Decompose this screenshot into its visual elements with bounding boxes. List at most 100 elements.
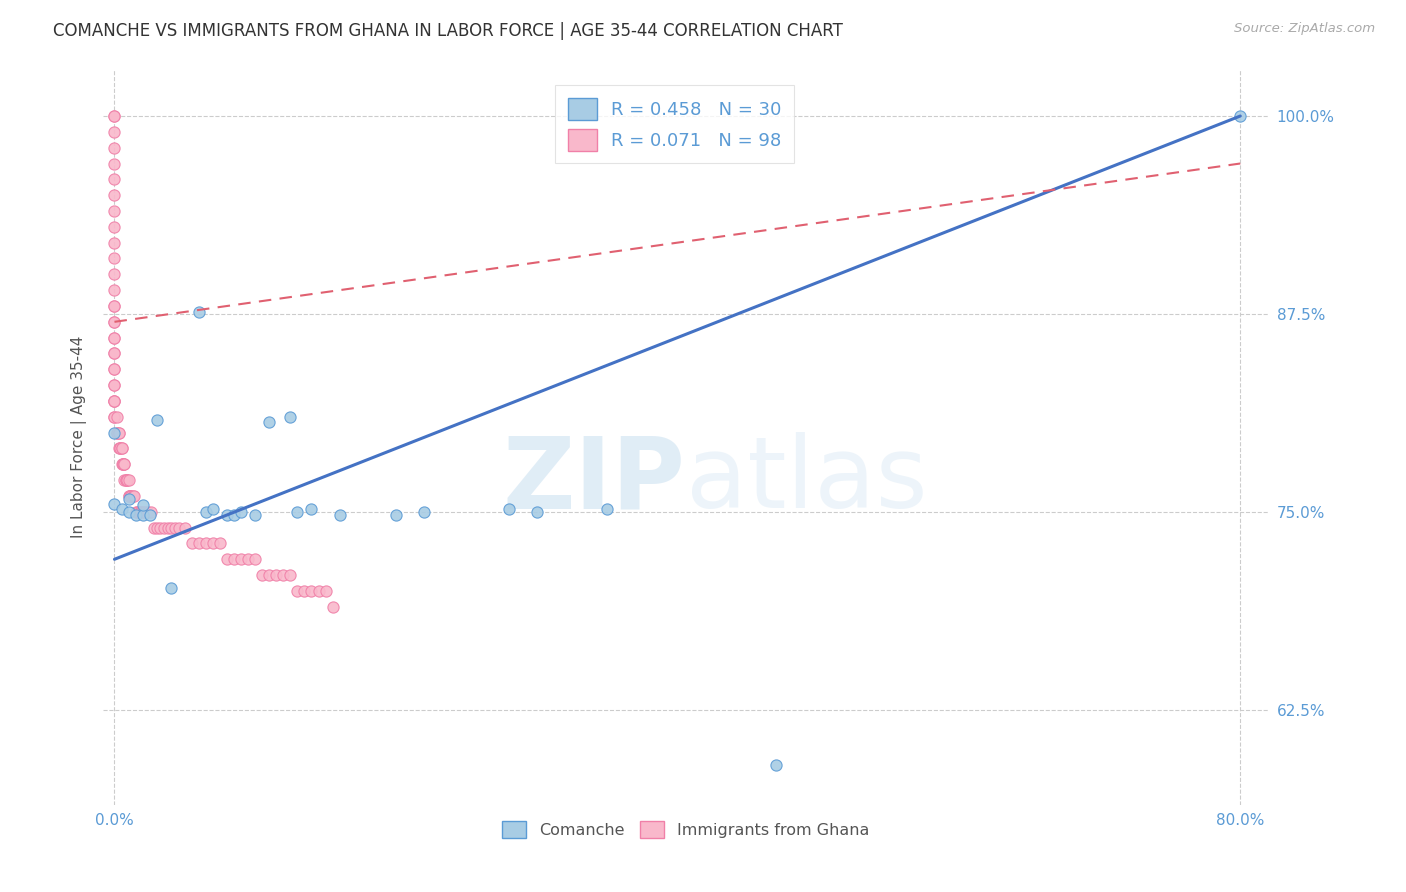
Text: ZIP: ZIP [503,433,686,529]
Point [139,505,162,519]
Point [315,583,337,598]
Point [167,521,190,535]
Point [103,362,125,376]
Point [148,521,170,535]
Point [103,219,125,234]
Point [124,505,146,519]
Point [108,442,131,456]
Point [103,378,125,392]
Point [259,415,281,429]
Point [103,378,125,392]
Text: atlas: atlas [686,433,928,529]
Point [238,552,260,566]
Point [105,409,128,424]
Point [110,442,132,456]
Point [107,442,129,456]
Point [308,583,330,598]
Point [103,299,125,313]
Point [105,425,128,440]
Point [103,346,125,360]
Point [112,458,135,472]
Point [187,536,209,550]
Point [180,536,202,550]
Point [103,204,125,219]
Point [103,425,125,440]
Point [194,505,217,519]
Point [103,109,125,123]
Point [526,505,548,519]
Point [229,505,252,519]
Point [107,425,129,440]
Point [103,283,125,297]
Point [322,599,344,614]
Point [112,458,135,472]
Point [103,109,125,123]
Point [103,409,125,424]
Point [229,552,252,566]
Point [142,521,165,535]
Legend: Comanche, Immigrants from Ghana: Comanche, Immigrants from Ghana [496,814,876,845]
Point [111,458,134,472]
Point [103,156,125,170]
Point [103,362,125,376]
Point [245,552,267,566]
Point [120,489,142,503]
Point [163,521,186,535]
Point [222,552,245,566]
Point [112,473,135,487]
Point [136,505,159,519]
Point [215,552,238,566]
Point [273,568,295,582]
Text: Source: ZipAtlas.com: Source: ZipAtlas.com [1234,22,1375,36]
Point [385,508,408,522]
Text: COMANCHE VS IMMIGRANTS FROM GHANA IN LABOR FORCE | AGE 35-44 CORRELATION CHART: COMANCHE VS IMMIGRANTS FROM GHANA IN LAB… [53,22,844,40]
Point [138,508,160,522]
Point [117,489,139,503]
Point [765,758,787,772]
Point [194,536,217,550]
Point [208,536,231,550]
Point [266,568,288,582]
Point [329,508,352,522]
Point [117,489,139,503]
Point [413,505,436,519]
Point [287,583,309,598]
Point [111,458,134,472]
Point [103,409,125,424]
Point [156,521,179,535]
Point [103,315,125,329]
Point [118,489,141,503]
Point [103,235,125,250]
Point [108,442,131,456]
Point [103,141,125,155]
Point [187,305,209,319]
Point [128,505,150,519]
Point [103,394,125,409]
Point [280,409,302,424]
Point [1229,109,1251,123]
Point [103,331,125,345]
Point [103,172,125,186]
Point [145,521,167,535]
Point [127,505,149,519]
Point [131,508,153,522]
Point [125,505,148,519]
Point [114,473,136,487]
Point [103,315,125,329]
Point [115,473,138,487]
Point [103,394,125,409]
Point [215,508,238,522]
Point [159,581,181,595]
Point [103,252,125,266]
Point [103,331,125,345]
Point [498,501,520,516]
Point [259,568,281,582]
Point [222,508,245,522]
Point [596,501,619,516]
Y-axis label: In Labor Force | Age 35-44: In Labor Force | Age 35-44 [72,335,87,538]
Point [245,508,267,522]
Point [105,425,128,440]
Point [103,268,125,282]
Point [110,501,132,516]
Point [117,505,139,519]
